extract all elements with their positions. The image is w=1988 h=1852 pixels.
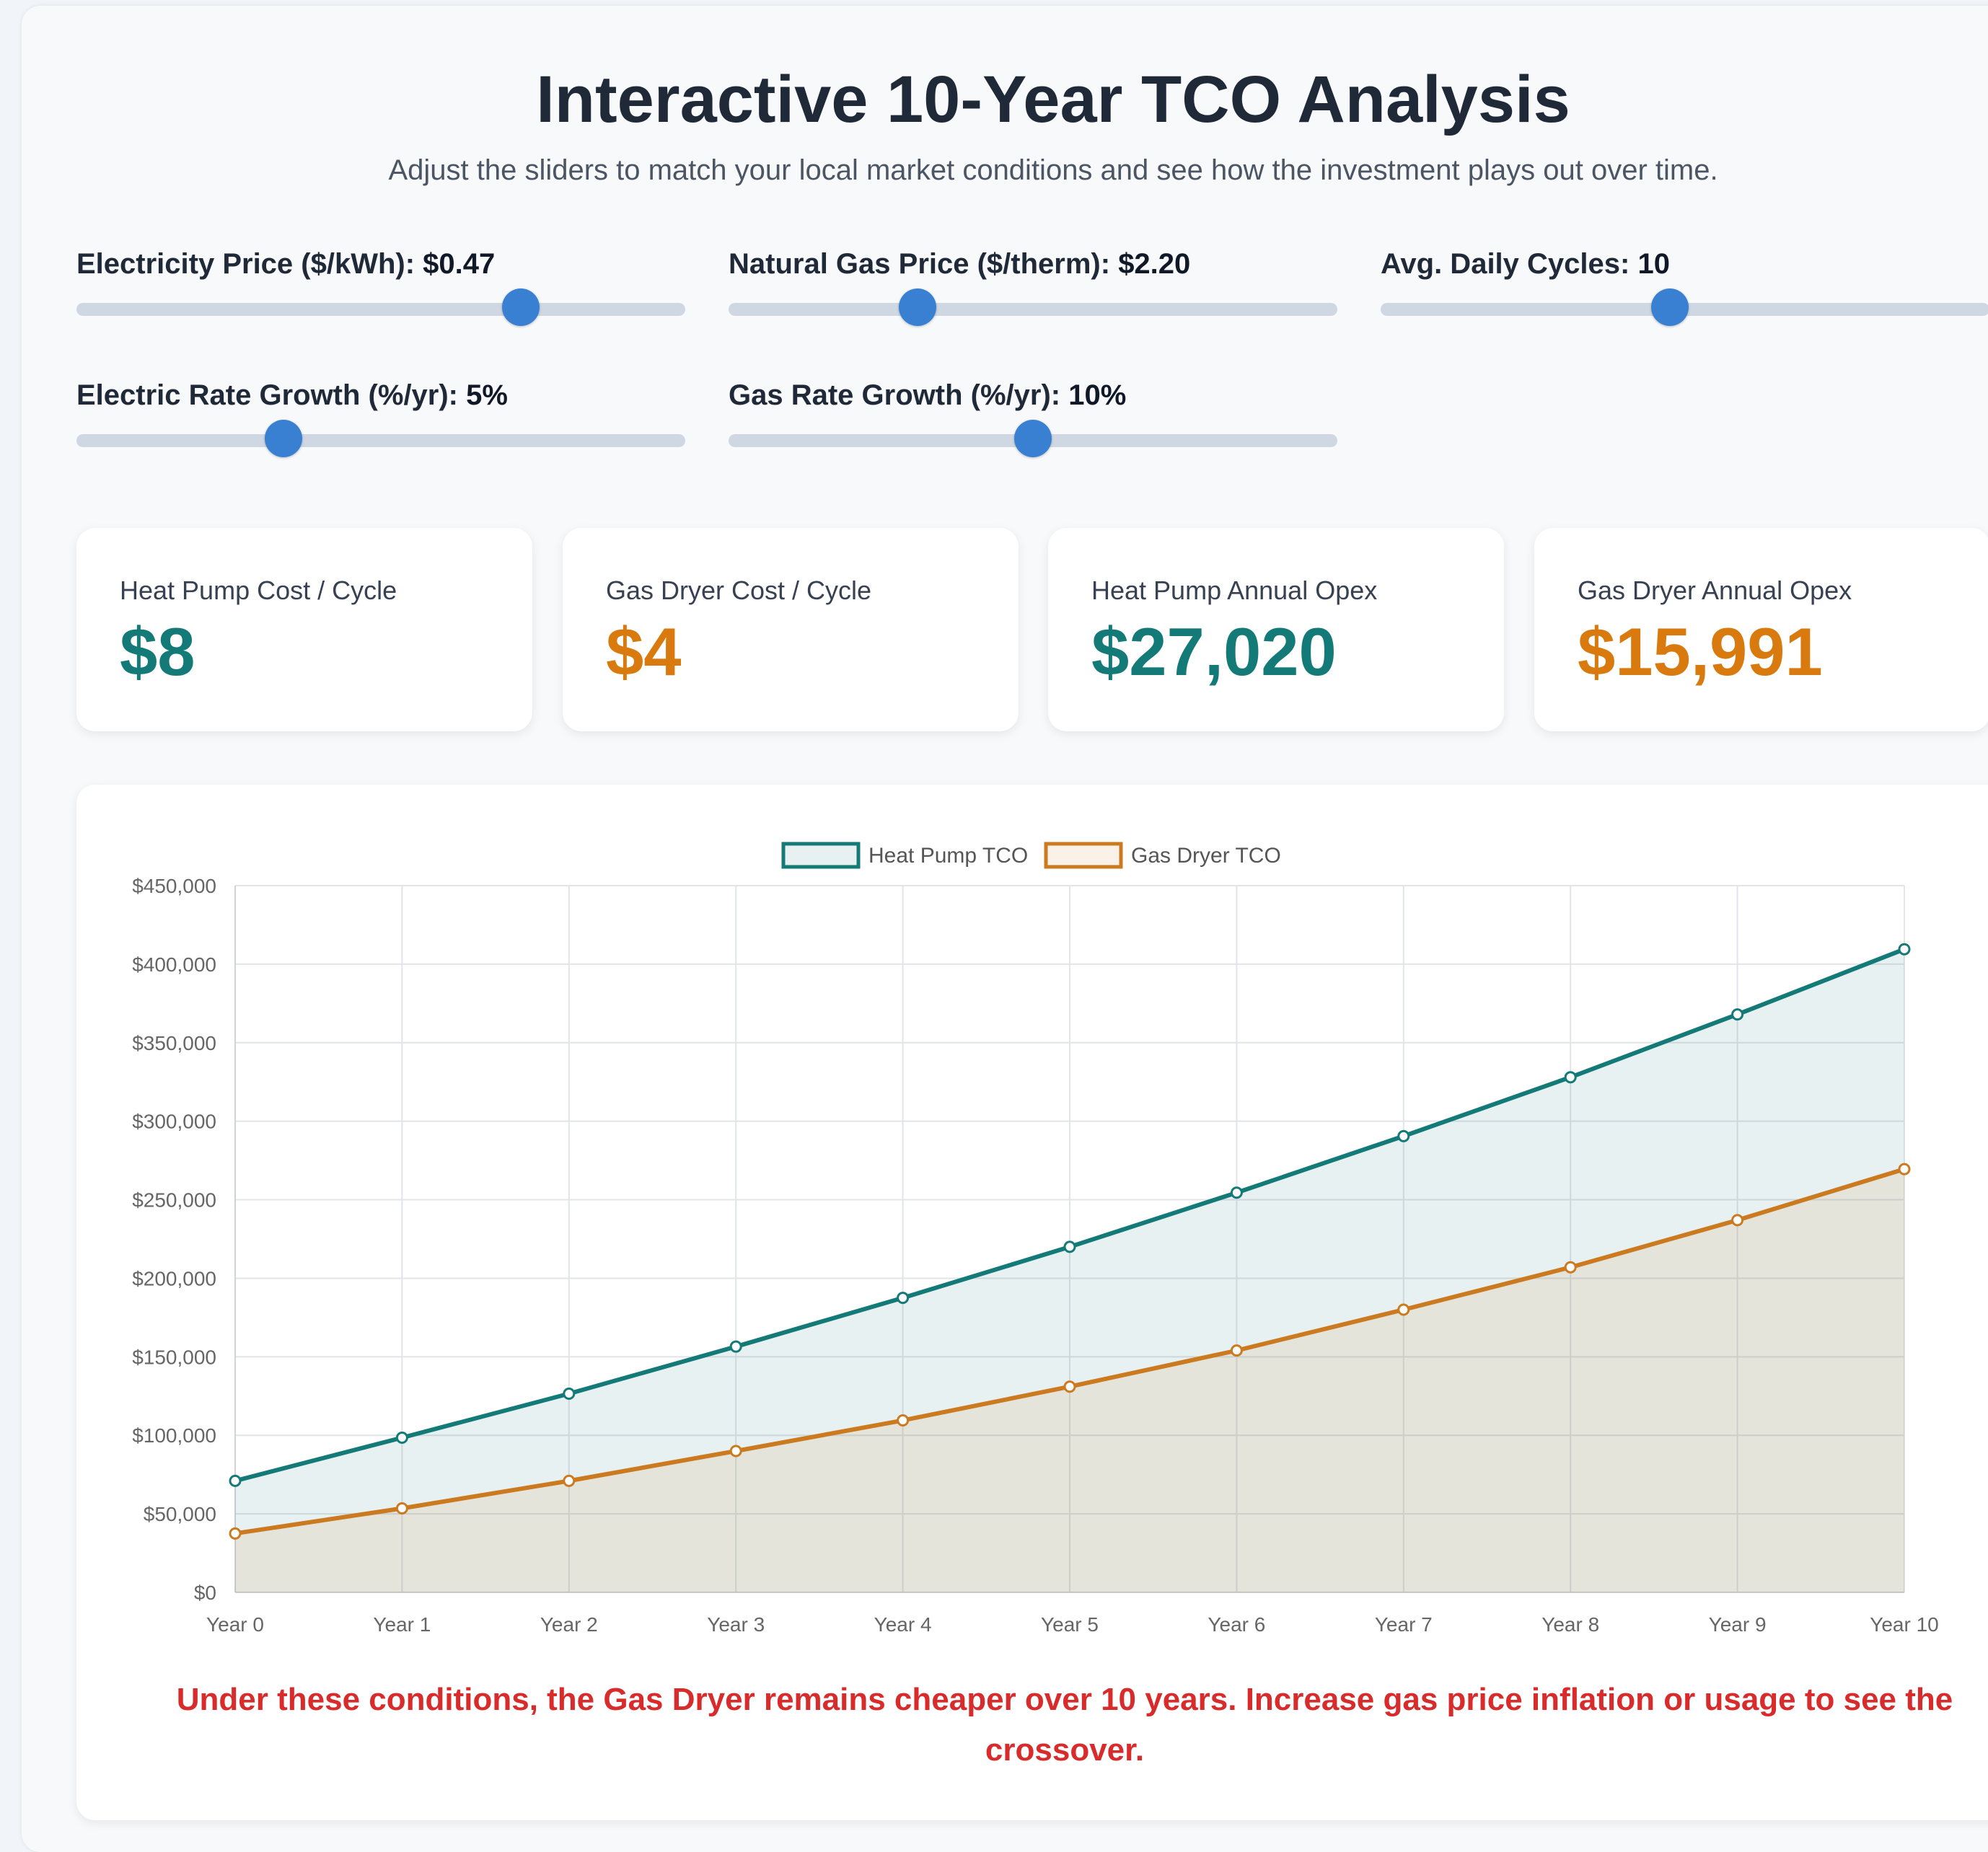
data-point xyxy=(1898,1163,1911,1176)
electric-growth-label: Electric Rate Growth (%/yr): xyxy=(76,379,459,411)
gas-growth-label: Gas Rate Growth (%/yr): xyxy=(729,379,1061,411)
electric-growth-value: 5% xyxy=(466,379,508,411)
data-point xyxy=(1564,1261,1577,1274)
legend-label-gas-dryer: Gas Dryer TCO xyxy=(1131,844,1281,868)
legend-swatch-gas-dryer xyxy=(1044,842,1123,869)
x-tick-label: Year 3 xyxy=(707,1613,765,1636)
y-tick-label: $350,000 xyxy=(132,1032,216,1054)
electricity-price-label: Electricity Price ($/kWh): xyxy=(76,248,415,280)
slider-thumb[interactable] xyxy=(1014,420,1052,457)
data-point xyxy=(1230,1344,1243,1357)
gas-dryer-cost-card: Gas Dryer Cost / Cycle $4 xyxy=(563,528,1019,731)
x-tick-label: Year 6 xyxy=(1208,1613,1265,1636)
gas-growth-control: Gas Rate Growth (%/yr): 10% xyxy=(729,379,1337,457)
legend-label-heat-pump: Heat Pump TCO xyxy=(868,844,1028,868)
slider-thumb[interactable] xyxy=(264,420,302,457)
conclusion-message: Under these conditions, the Gas Dryer re… xyxy=(176,1682,1953,1768)
gas-price-label: Natural Gas Price ($/therm): xyxy=(729,248,1111,280)
data-point xyxy=(1063,1240,1076,1253)
daily-cycles-slider[interactable] xyxy=(1381,288,1988,326)
data-point xyxy=(729,1445,742,1458)
data-point xyxy=(395,1502,408,1514)
card-value: $15,991 xyxy=(1578,614,1823,689)
card-label: Heat Pump Cost / Cycle xyxy=(120,576,397,605)
data-point xyxy=(563,1474,576,1487)
card-value: $8 xyxy=(120,614,195,689)
gas-growth-value: 10% xyxy=(1068,379,1127,411)
tco-line-chart: $0 $50,000 $100,000 $150,000 $200,000 $250,00… xyxy=(132,842,1939,1636)
data-point xyxy=(1898,943,1911,956)
heat-pump-cost-card: Heat Pump Cost / Cycle $8 xyxy=(76,528,532,731)
electricity-price-value: $0.47 xyxy=(423,248,496,280)
data-point xyxy=(229,1527,242,1540)
card-value: $27,020 xyxy=(1091,614,1337,689)
data-point xyxy=(563,1388,576,1401)
y-tick-label: $100,000 xyxy=(132,1424,216,1447)
y-tick-label: $0 xyxy=(194,1582,216,1604)
x-tick-label: Year 10 xyxy=(1870,1613,1939,1636)
data-point xyxy=(897,1292,910,1305)
x-tick-label: Year 1 xyxy=(373,1613,431,1636)
x-tick-label: Year 8 xyxy=(1541,1613,1599,1636)
card-label: Gas Dryer Cost / Cycle xyxy=(606,576,872,605)
y-tick-label: $150,000 xyxy=(132,1346,216,1368)
data-point xyxy=(1731,1214,1744,1227)
electric-growth-slider[interactable] xyxy=(76,420,685,457)
slider-thumb[interactable] xyxy=(1650,288,1689,326)
daily-cycles-label: Avg. Daily Cycles: xyxy=(1381,248,1630,280)
data-point xyxy=(729,1340,742,1353)
daily-cycles-control: Avg. Daily Cycles: 10 xyxy=(1381,248,1988,326)
x-tick-label: Year 2 xyxy=(540,1613,598,1636)
page-subtitle: Adjust the sliders to match your local m… xyxy=(388,154,1718,186)
data-point xyxy=(229,1474,242,1487)
data-point xyxy=(1397,1303,1410,1316)
y-tick-label: $450,000 xyxy=(132,875,216,897)
y-tick-label: $200,000 xyxy=(132,1267,216,1289)
gas-price-slider[interactable] xyxy=(729,288,1337,326)
x-tick-label: Year 9 xyxy=(1709,1613,1767,1636)
slider-thumb[interactable] xyxy=(502,288,540,326)
y-tick-label: $300,000 xyxy=(132,1111,216,1133)
data-point xyxy=(1731,1008,1744,1021)
y-tick-label: $400,000 xyxy=(132,953,216,976)
card-label: Heat Pump Annual Opex xyxy=(1091,576,1378,605)
data-point xyxy=(1230,1186,1243,1199)
slider-thumb[interactable] xyxy=(898,288,936,326)
gas-price-control: Natural Gas Price ($/therm): $2.20 xyxy=(729,248,1337,326)
electricity-price-slider[interactable] xyxy=(76,288,685,326)
legend-swatch-heat-pump xyxy=(781,842,861,869)
heat-pump-opex-card: Heat Pump Annual Opex $27,020 xyxy=(1048,528,1504,731)
series-area-gas-dryer xyxy=(235,1169,1904,1592)
gas-growth-slider[interactable] xyxy=(729,420,1337,457)
x-tick-label: Year 0 xyxy=(206,1613,264,1636)
card-label: Gas Dryer Annual Opex xyxy=(1578,576,1852,605)
series-area-heat-pump xyxy=(235,949,1904,1592)
x-tick-label: Year 5 xyxy=(1041,1613,1099,1636)
data-point xyxy=(395,1431,408,1444)
data-point xyxy=(1564,1071,1577,1084)
x-tick-label: Year 4 xyxy=(874,1613,932,1636)
electricity-price-control: Electricity Price ($/kWh): $0.47 xyxy=(76,248,685,326)
daily-cycles-value: 10 xyxy=(1637,248,1670,280)
card-value: $4 xyxy=(606,614,682,689)
y-tick-label: $50,000 xyxy=(144,1503,216,1525)
page-title: Interactive 10-Year TCO Analysis xyxy=(536,63,1570,136)
gas-price-value: $2.20 xyxy=(1118,248,1191,280)
electric-growth-control: Electric Rate Growth (%/yr): 5% xyxy=(76,379,685,457)
gas-dryer-opex-card: Gas Dryer Annual Opex $15,991 xyxy=(1534,528,1988,731)
x-tick-label: Year 7 xyxy=(1375,1613,1433,1636)
data-point xyxy=(897,1414,910,1427)
data-point xyxy=(1397,1129,1410,1142)
data-point xyxy=(1063,1380,1076,1393)
y-tick-label: $250,000 xyxy=(132,1189,216,1212)
tco-chart-panel: $0 $50,000 $100,000 $150,000 $200,000 $250,00… xyxy=(76,785,1988,1820)
